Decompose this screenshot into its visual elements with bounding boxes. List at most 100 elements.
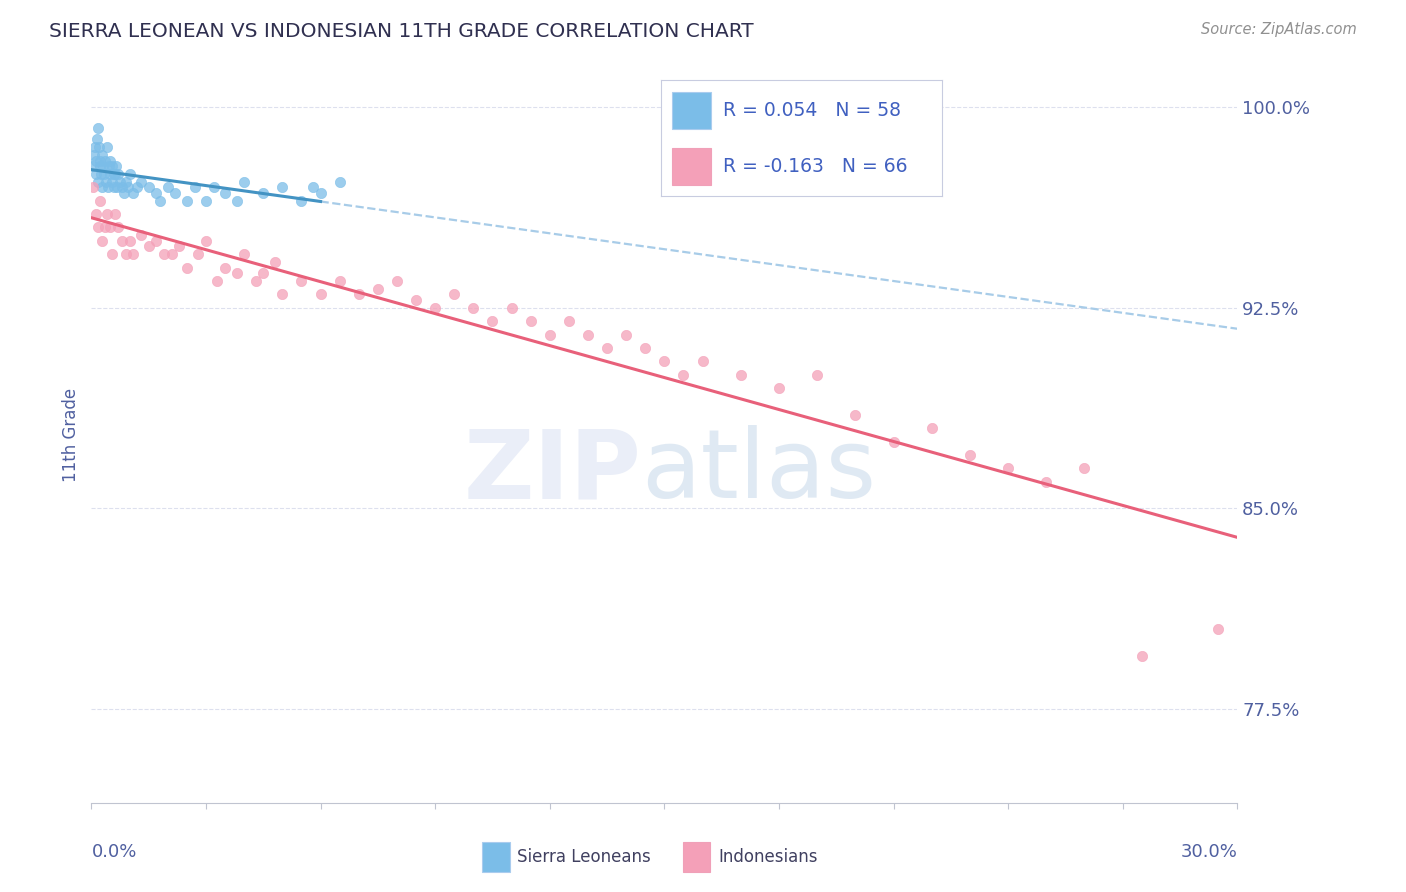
Point bbox=[145, 186, 167, 200]
Point bbox=[263, 255, 285, 269]
Point bbox=[652, 354, 675, 368]
Point bbox=[768, 381, 790, 395]
Point bbox=[111, 234, 134, 248]
Text: Source: ZipAtlas.com: Source: ZipAtlas.com bbox=[1201, 22, 1357, 37]
Point bbox=[692, 354, 714, 368]
Point bbox=[309, 186, 332, 200]
Point bbox=[104, 167, 127, 181]
Point bbox=[385, 274, 408, 288]
Point bbox=[997, 461, 1019, 475]
Point bbox=[558, 314, 581, 328]
Point bbox=[882, 434, 904, 449]
Point bbox=[117, 180, 139, 194]
Point bbox=[271, 180, 294, 194]
Text: R = -0.163   N = 66: R = -0.163 N = 66 bbox=[723, 157, 907, 176]
Point bbox=[105, 159, 128, 173]
Point bbox=[91, 159, 114, 173]
Point bbox=[97, 180, 120, 194]
Point bbox=[302, 180, 325, 194]
Point bbox=[91, 148, 114, 162]
Point bbox=[90, 180, 112, 194]
Point bbox=[214, 186, 236, 200]
Point bbox=[86, 132, 108, 146]
Point bbox=[844, 408, 866, 422]
Point bbox=[108, 175, 131, 189]
Point bbox=[118, 167, 141, 181]
Point bbox=[194, 194, 217, 208]
Text: ZIP: ZIP bbox=[464, 425, 641, 518]
Point bbox=[138, 180, 160, 194]
Point bbox=[214, 260, 236, 275]
Point bbox=[149, 194, 172, 208]
Point bbox=[309, 287, 332, 301]
Point bbox=[98, 167, 121, 181]
Point bbox=[290, 274, 312, 288]
Point bbox=[921, 421, 943, 435]
Point bbox=[614, 327, 637, 342]
Point bbox=[87, 121, 110, 136]
Point bbox=[194, 234, 217, 248]
Point bbox=[1035, 475, 1057, 489]
Point bbox=[1073, 461, 1095, 475]
Point bbox=[183, 180, 205, 194]
Text: atlas: atlas bbox=[641, 425, 876, 518]
Text: 30.0%: 30.0% bbox=[1181, 843, 1237, 861]
Point bbox=[519, 314, 541, 328]
Point bbox=[97, 159, 120, 173]
Point bbox=[202, 180, 225, 194]
Point bbox=[233, 247, 256, 261]
Point bbox=[107, 220, 129, 235]
Point bbox=[105, 180, 128, 194]
Point bbox=[176, 260, 198, 275]
Point bbox=[101, 247, 124, 261]
Point bbox=[225, 194, 247, 208]
Text: 0.0%: 0.0% bbox=[91, 843, 136, 861]
Point bbox=[112, 186, 135, 200]
Text: SIERRA LEONEAN VS INDONESIAN 11TH GRADE CORRELATION CHART: SIERRA LEONEAN VS INDONESIAN 11TH GRADE … bbox=[49, 22, 754, 41]
Point bbox=[347, 287, 370, 301]
Point bbox=[93, 167, 115, 181]
Point bbox=[104, 207, 127, 221]
Point bbox=[538, 327, 561, 342]
Point bbox=[82, 180, 104, 194]
Point bbox=[959, 448, 981, 462]
Point bbox=[1130, 648, 1153, 663]
Point bbox=[86, 167, 108, 181]
Point bbox=[87, 175, 110, 189]
Point bbox=[96, 140, 118, 154]
Point bbox=[84, 153, 107, 168]
Point bbox=[252, 186, 274, 200]
Point bbox=[160, 247, 183, 261]
Point bbox=[87, 140, 110, 154]
Point bbox=[100, 153, 122, 168]
Point bbox=[634, 341, 657, 355]
Point bbox=[90, 167, 112, 181]
Point bbox=[145, 234, 167, 248]
Point bbox=[114, 247, 136, 261]
Point bbox=[153, 247, 176, 261]
Point bbox=[443, 287, 465, 301]
Point bbox=[89, 153, 111, 168]
Point bbox=[329, 274, 352, 288]
Point bbox=[730, 368, 752, 382]
Point bbox=[94, 153, 117, 168]
Point bbox=[423, 301, 446, 315]
Point bbox=[405, 293, 427, 307]
Point bbox=[252, 266, 274, 280]
Point bbox=[127, 180, 149, 194]
Y-axis label: 11th Grade: 11th Grade bbox=[62, 388, 80, 482]
Point bbox=[98, 220, 121, 235]
Point bbox=[245, 274, 267, 288]
Point bbox=[481, 314, 503, 328]
Point bbox=[225, 266, 247, 280]
Point bbox=[156, 180, 179, 194]
Point bbox=[165, 186, 187, 200]
Point bbox=[84, 207, 107, 221]
FancyBboxPatch shape bbox=[482, 842, 509, 872]
FancyBboxPatch shape bbox=[672, 147, 711, 185]
Point bbox=[87, 220, 110, 235]
Point bbox=[138, 239, 160, 253]
Point bbox=[111, 180, 134, 194]
Point bbox=[1206, 622, 1229, 636]
Point bbox=[94, 175, 117, 189]
